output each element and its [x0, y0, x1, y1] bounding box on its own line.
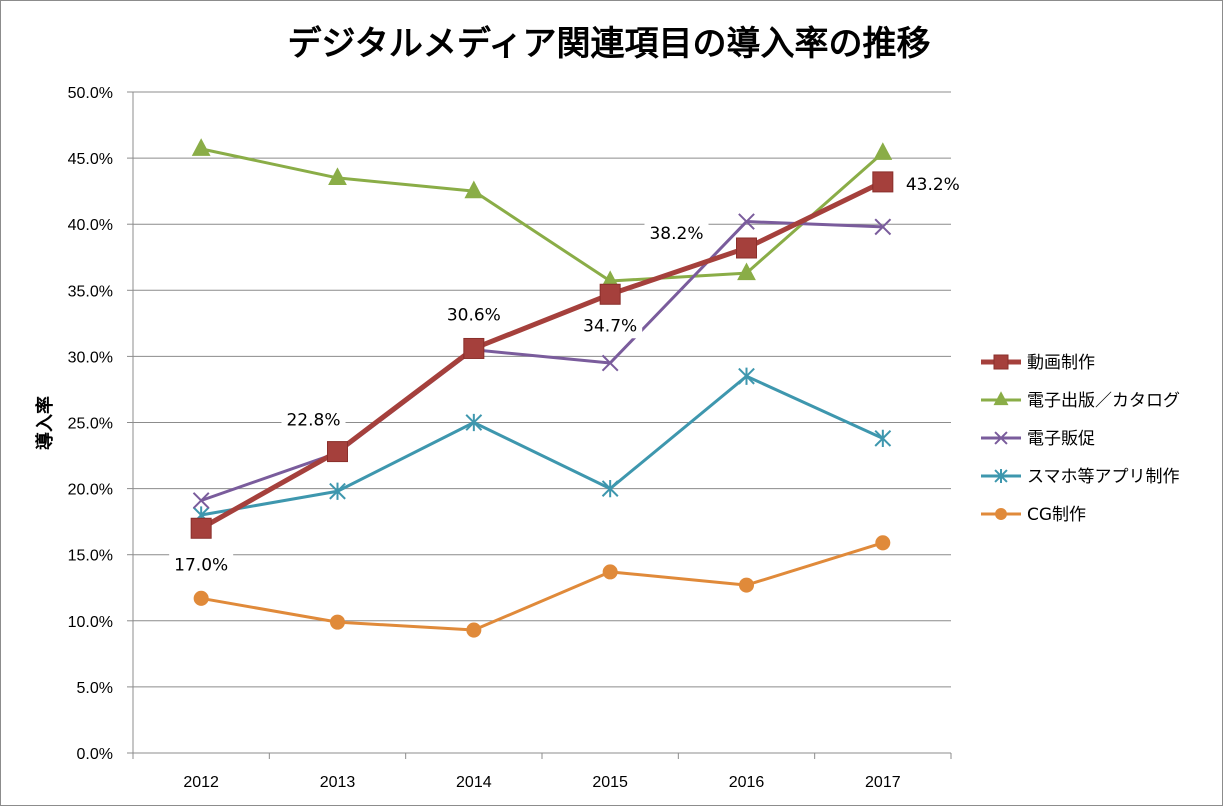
- data-point: [464, 180, 484, 199]
- data-label-bg: [169, 553, 234, 578]
- data-point: [192, 492, 210, 509]
- legend-marker: [994, 431, 1008, 445]
- data-point: [465, 413, 483, 432]
- series-line: [200, 374, 884, 517]
- legend-item: CG制作: [981, 505, 1086, 525]
- legend-marker: [993, 354, 1009, 370]
- series-1: [191, 138, 893, 289]
- data-label-bg: [441, 303, 506, 328]
- x-tick-label: 2013: [320, 774, 356, 791]
- series-line: [200, 541, 884, 632]
- data-point: [599, 283, 621, 305]
- series-4: [193, 535, 891, 638]
- data-point: [738, 577, 755, 593]
- gridlines: [133, 91, 951, 688]
- y-tick-label: 40.0%: [68, 217, 113, 234]
- series-line: [200, 220, 883, 502]
- data-point: [874, 218, 892, 236]
- data-point: [463, 337, 485, 359]
- data-point: [874, 429, 892, 448]
- y-tick-label: 25.0%: [68, 416, 113, 433]
- legend-marker: [993, 391, 1009, 406]
- data-point: [327, 441, 348, 463]
- series-line: [200, 147, 884, 283]
- data-point: [872, 171, 894, 193]
- y-tick-label: 35.0%: [68, 283, 113, 300]
- data-label: 22.8%: [286, 411, 340, 431]
- data-point: [875, 535, 891, 551]
- series-line: [199, 179, 884, 531]
- data-labels: 17.0% 22.8% 30.6% 34.7% 38.2% 43.2%: [169, 172, 965, 578]
- x-tick-label: 2012: [183, 774, 219, 791]
- data-label: 34.7%: [583, 316, 637, 336]
- series-3: [192, 367, 892, 524]
- y-tick-label: 0.0%: [77, 746, 113, 763]
- legend-marker: [994, 469, 1008, 483]
- y-tick-label: 10.0%: [68, 614, 113, 631]
- legend-item: 動画制作: [981, 353, 1095, 373]
- data-point: [328, 167, 347, 185]
- data-label: 17.0%: [174, 555, 228, 575]
- data-point: [193, 590, 209, 606]
- data-point: [873, 142, 893, 160]
- y-tick-labels: 0.0% 5.0% 10.0% 15.0% 20.0% 25.0% 30.0% 35.0% 40…: [68, 85, 113, 763]
- y-tick-label: 15.0%: [68, 548, 113, 565]
- data-point: [466, 622, 482, 638]
- data-point: [601, 479, 619, 498]
- chart-title: デジタルメディア関連項目の導入率の推移: [288, 24, 931, 64]
- data-point: [329, 482, 346, 500]
- data-point: [602, 564, 618, 580]
- x-tick-labels: 2012 2013 2014 2015 2016 2017: [183, 774, 900, 791]
- data-label-bg: [900, 172, 965, 197]
- legend-label: スマホ等アプリ制作: [1027, 467, 1180, 487]
- data-point: [736, 237, 757, 259]
- data-label-bg: [578, 314, 643, 339]
- data-label: 43.2%: [906, 175, 960, 195]
- data-point: [190, 517, 212, 539]
- data-label: 38.2%: [649, 224, 703, 244]
- series-0: [190, 171, 894, 539]
- data-label-bg: [644, 221, 709, 246]
- legend-item: 電子販促: [981, 429, 1095, 449]
- data-label-bg: [281, 408, 346, 433]
- x-tick-label: 2014: [456, 774, 492, 791]
- data-point: [738, 367, 755, 385]
- legend-label: 電子販促: [1027, 429, 1095, 449]
- y-tick-label: 20.0%: [68, 482, 113, 499]
- data-point: [601, 354, 619, 372]
- series-2: [192, 213, 892, 509]
- data-point: [191, 138, 211, 156]
- y-tick-label: 45.0%: [68, 151, 113, 168]
- x-tick-label: 2017: [865, 774, 901, 791]
- x-tick-label: 2015: [592, 774, 628, 791]
- data-point: [329, 614, 346, 630]
- series: [190, 138, 894, 638]
- legend-item: 電子出版／カタログ: [981, 391, 1180, 411]
- legend-label: 電子出版／カタログ: [1027, 391, 1180, 411]
- y-axis-label: 導入率: [34, 396, 56, 450]
- data-point: [737, 262, 756, 281]
- y-tick-label: 50.0%: [68, 85, 113, 102]
- y-tick-label: 30.0%: [68, 349, 113, 366]
- data-label: 30.6%: [447, 305, 501, 325]
- legend-label: CG制作: [1027, 505, 1086, 525]
- y-tick-label: 5.0%: [77, 680, 113, 697]
- data-point: [738, 213, 755, 230]
- x-tick-label: 2016: [729, 774, 765, 791]
- legend-marker: [995, 508, 1007, 520]
- axes: [127, 91, 952, 759]
- legend-label: 動画制作: [1027, 353, 1095, 373]
- legend-item: スマホ等アプリ制作: [981, 467, 1180, 487]
